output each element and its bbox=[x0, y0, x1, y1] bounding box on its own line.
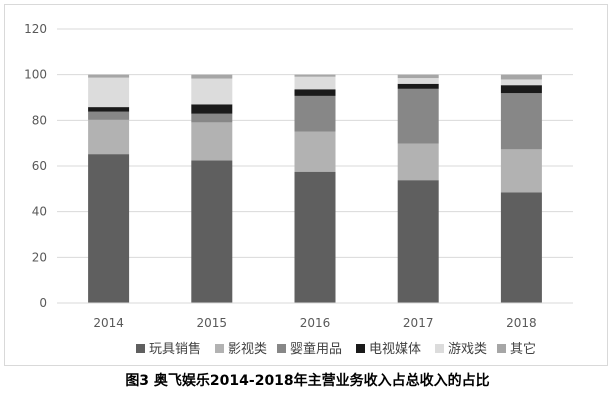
y-tick-label: 60 bbox=[32, 159, 47, 173]
bar-segment bbox=[294, 76, 336, 90]
bar-segment bbox=[294, 74, 336, 77]
bar-segment bbox=[500, 79, 542, 86]
legend-swatch bbox=[356, 344, 365, 353]
bar-segment bbox=[294, 131, 336, 172]
legend-swatch bbox=[136, 344, 145, 353]
chart-frame: 0 20 40 60 80 100 120 2014 2015 2016 2017 2018 玩具销… bbox=[4, 4, 608, 366]
legend-label: 影视类 bbox=[228, 342, 267, 357]
y-tick-label: 20 bbox=[32, 250, 47, 264]
legend-swatch bbox=[435, 344, 444, 353]
bar-segment bbox=[397, 78, 439, 84]
bar-segment bbox=[88, 119, 130, 155]
bar-segment bbox=[500, 74, 542, 80]
bar-segment bbox=[397, 74, 439, 79]
bar-segment bbox=[191, 113, 233, 123]
legend-swatch bbox=[497, 344, 506, 353]
y-axis-ticks: 0 20 40 60 80 100 120 bbox=[24, 22, 47, 310]
bar-segment bbox=[397, 180, 439, 303]
bar-segment bbox=[191, 74, 233, 79]
legend: 玩具销售 影视类 婴童用品 电视媒体 游戏类 其它 bbox=[136, 341, 536, 357]
legend-label: 玩具销售 bbox=[149, 341, 201, 357]
bar-segment bbox=[500, 85, 542, 94]
bar-segment bbox=[294, 171, 336, 303]
legend-swatch bbox=[277, 344, 286, 353]
bar-segment bbox=[397, 83, 439, 89]
y-tick-label: 40 bbox=[32, 205, 47, 219]
x-tick-label: 2014 bbox=[93, 316, 124, 330]
bar-segment bbox=[500, 93, 542, 150]
bar-segment bbox=[294, 89, 336, 96]
bar-segment bbox=[191, 122, 233, 161]
bar-segment bbox=[88, 77, 130, 108]
x-tick-label: 2015 bbox=[197, 316, 228, 330]
x-tick-label: 2017 bbox=[403, 316, 434, 330]
bar-segment bbox=[500, 192, 542, 303]
bar-segment bbox=[397, 88, 439, 144]
legend-label: 游戏类 bbox=[448, 342, 487, 357]
stacked-bar-chart: 0 20 40 60 80 100 120 2014 2015 2016 2017 2018 玩具销… bbox=[24, 22, 573, 357]
x-axis-ticks: 2014 2015 2016 2017 2018 bbox=[93, 316, 536, 330]
bar-segment bbox=[191, 104, 233, 114]
legend-swatch bbox=[215, 344, 224, 353]
legend-label: 电视媒体 bbox=[369, 342, 421, 357]
x-tick-label: 2018 bbox=[506, 316, 537, 330]
bar-segment bbox=[191, 160, 233, 303]
bar-segment bbox=[500, 149, 542, 193]
bar-segment bbox=[88, 154, 130, 303]
y-tick-label: 120 bbox=[24, 22, 47, 36]
legend-label: 其它 bbox=[510, 341, 536, 357]
y-tick-label: 0 bbox=[39, 296, 47, 310]
bar-segment bbox=[191, 78, 233, 105]
y-tick-label: 80 bbox=[32, 113, 47, 127]
bar-segment bbox=[397, 143, 439, 181]
bar-segment bbox=[88, 111, 130, 120]
bars bbox=[88, 74, 542, 303]
legend-label: 婴童用品 bbox=[290, 341, 342, 357]
figure-caption: 图3 奥飞娱乐2014-2018年主营业务收入占总收入的占比 bbox=[125, 373, 490, 389]
bar-segment bbox=[88, 107, 130, 112]
y-tick-label: 100 bbox=[24, 68, 47, 82]
bar-segment bbox=[294, 95, 336, 132]
bar-segment bbox=[88, 74, 130, 78]
x-tick-label: 2016 bbox=[300, 316, 331, 330]
